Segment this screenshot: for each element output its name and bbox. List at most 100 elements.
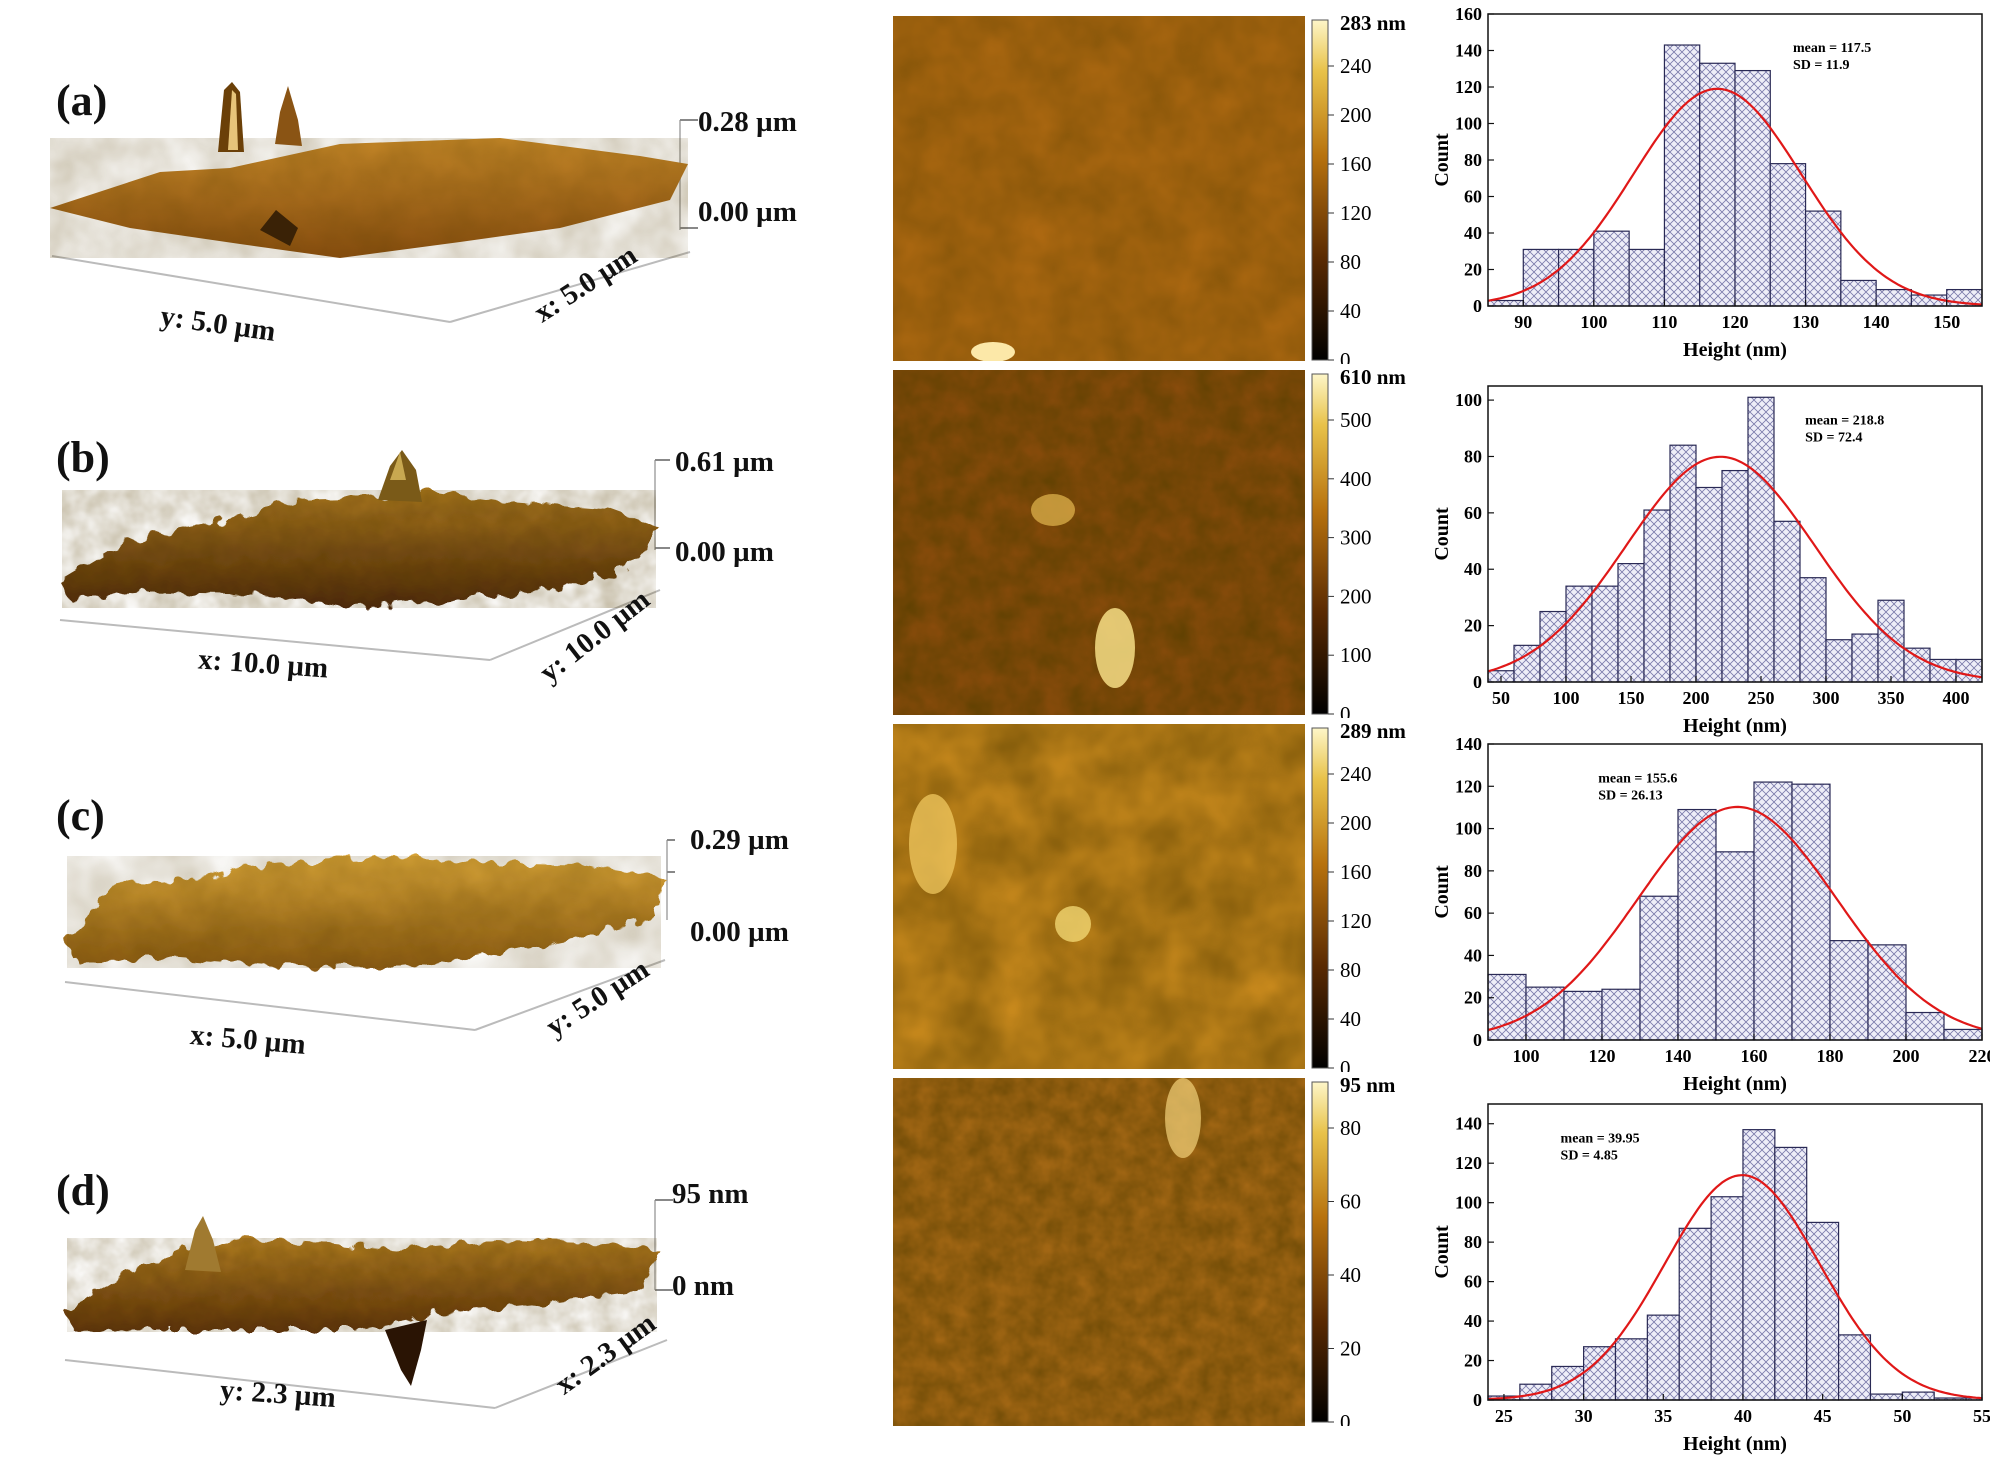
panel-label-d: (d) <box>56 1166 110 1215</box>
colorbar-c: 289 nm 240 200 160 120 80 40 0 <box>1311 722 1406 1072</box>
colorbar-top-label: 95 nm <box>1340 1076 1396 1097</box>
panel-label-b: (b) <box>56 433 110 482</box>
x-tick-label: 45 <box>1814 1406 1832 1426</box>
colorbar-tick-label: 40 <box>1340 1263 1361 1287</box>
colorbar-tick-label: 80 <box>1340 958 1361 982</box>
y-tick-label: 80 <box>1464 150 1482 170</box>
x-tick-label: 35 <box>1654 1406 1672 1426</box>
colorbar-tick-label: 0 <box>1340 348 1351 364</box>
stats-annotation: mean = 155.6 <box>1598 771 1677 786</box>
gaussian-fit-line <box>1487 87 1983 306</box>
x-tick-label: 180 <box>1817 1046 1844 1066</box>
stats-annotation: mean = 218.8 <box>1805 413 1884 428</box>
x-tick-label: 130 <box>1792 312 1819 332</box>
gaussian-fit-line <box>1487 805 1983 1032</box>
x-tick-label: 50 <box>1893 1406 1911 1426</box>
histogram-d: 0 20 40 60 80 100 120 140 25 30 35 40 45 50 55 Height (… <box>1431 1103 1990 1455</box>
colorbar-tick-label: 80 <box>1340 1116 1361 1140</box>
z-min-label-d: 0 nm <box>672 1270 735 1302</box>
colorbar-tick-label: 20 <box>1340 1337 1361 1361</box>
y-tick-label: 40 <box>1464 945 1482 965</box>
x-tick-label: 100 <box>1580 312 1607 332</box>
plot-frame <box>1487 385 1983 683</box>
y-tick-label: 100 <box>1455 819 1482 839</box>
histogram-bar <box>1851 633 1879 683</box>
x-tick-label: 50 <box>1492 688 1510 708</box>
y-tick-label: 20 <box>1464 988 1482 1008</box>
y-tick-label: 40 <box>1464 223 1482 243</box>
stats-annotation: SD = 4.85 <box>1561 1148 1618 1163</box>
histogram-bar <box>1875 288 1913 307</box>
y-tick-label: 100 <box>1455 1193 1482 1213</box>
colorbar-tick-label: 120 <box>1340 201 1372 225</box>
histogram-b: 0 20 40 60 80 100 50 100 150 200 250 300 350 400 Heigh… <box>1431 385 1983 737</box>
x-axis-label: Height (nm) <box>1683 1433 1787 1455</box>
y-tick-label: 100 <box>1455 114 1482 134</box>
y-tick-label: 60 <box>1464 903 1482 923</box>
x-axis-label: Height (nm) <box>1683 339 1787 361</box>
x-tick-label: 90 <box>1514 312 1532 332</box>
colorbar-tick-label: 160 <box>1340 860 1372 884</box>
colorbar-tick-label: 120 <box>1340 909 1372 933</box>
y-tick-label: 0 <box>1473 1390 1482 1410</box>
afm-image-a <box>893 16 1305 361</box>
colorbar-a: 283 nm 240 200 160 120 80 40 0 <box>1311 14 1406 364</box>
panel-label-c: (c) <box>56 791 105 840</box>
histogram-bar <box>1557 248 1595 307</box>
histogram-bar <box>1663 44 1701 307</box>
x-tick-label: 140 <box>1863 312 1890 332</box>
colorbar-tick-label: 80 <box>1340 250 1361 274</box>
histogram-bar <box>1591 585 1619 683</box>
histogram-bar <box>1742 1129 1776 1401</box>
y-tick-label: 40 <box>1464 1311 1482 1331</box>
histogram-bar <box>1563 990 1603 1041</box>
x-tick-label: 55 <box>1973 1406 1990 1426</box>
y-tick-label: 160 <box>1455 4 1482 24</box>
histogram-bar <box>1903 647 1931 683</box>
y-axis-label: Count <box>1431 1225 1453 1279</box>
histogram-bar <box>1639 895 1679 1041</box>
gaussian-fit-line <box>1487 455 1983 679</box>
y-tick-label: 140 <box>1455 1114 1482 1134</box>
panel-label-a: (a) <box>56 76 108 125</box>
x-tick-label: 140 <box>1665 1046 1692 1066</box>
afm-image-c <box>893 724 1305 1069</box>
surface-3d-a <box>50 82 698 323</box>
colorbar-tick-label: 200 <box>1340 584 1372 608</box>
colorbar-top-label: 283 nm <box>1340 14 1406 35</box>
histogram-bar <box>1804 210 1842 307</box>
colorbar-tick-label: 500 <box>1340 408 1372 432</box>
surface-3d-d <box>64 1199 673 1409</box>
colorbar-tick-label: 200 <box>1340 103 1372 127</box>
y-tick-label: 60 <box>1464 187 1482 207</box>
x-tick-label: 200 <box>1683 688 1710 708</box>
plot-frame <box>1487 1103 1983 1401</box>
histogram-bar <box>1601 988 1641 1041</box>
histogram-bar <box>1869 1393 1903 1401</box>
surface-3d-c <box>64 839 675 1031</box>
colorbar-tick-label: 100 <box>1340 643 1372 667</box>
x-tick-label: 120 <box>1589 1046 1616 1066</box>
x-tick-label: 150 <box>1933 312 1960 332</box>
stats-annotation: SD = 26.13 <box>1598 788 1662 803</box>
histogram-a: 0 20 40 60 80 100 120 140 160 90 100 110 120 130 140 15… <box>1431 4 1983 361</box>
afm-image-d <box>893 1078 1305 1426</box>
x-tick-label: 30 <box>1575 1406 1593 1426</box>
histogram-bar <box>1519 1383 1553 1401</box>
y-tick-label: 40 <box>1464 559 1482 579</box>
histogram-bar <box>1721 469 1749 683</box>
stats-annotation: mean = 117.5 <box>1793 41 1871 56</box>
histogram-bar <box>1769 163 1807 307</box>
plot-frame <box>1487 743 1983 1041</box>
x-tick-label: 100 <box>1553 688 1580 708</box>
y-tick-label: 120 <box>1455 776 1482 796</box>
x-tick-label: 110 <box>1651 312 1677 332</box>
colorbar-tick-label: 400 <box>1340 467 1372 491</box>
histogram-bar <box>1593 230 1630 307</box>
histogram-c: 0 20 40 60 80 100 120 140 100 120 140 160 180 200 220 H… <box>1431 734 1990 1095</box>
y-axis-label: Count <box>1431 507 1453 561</box>
histogram-bar <box>1837 1334 1872 1401</box>
histogram-bar <box>1840 279 1877 307</box>
histogram-bar <box>1829 940 1869 1041</box>
histogram-bar <box>1678 1227 1712 1401</box>
